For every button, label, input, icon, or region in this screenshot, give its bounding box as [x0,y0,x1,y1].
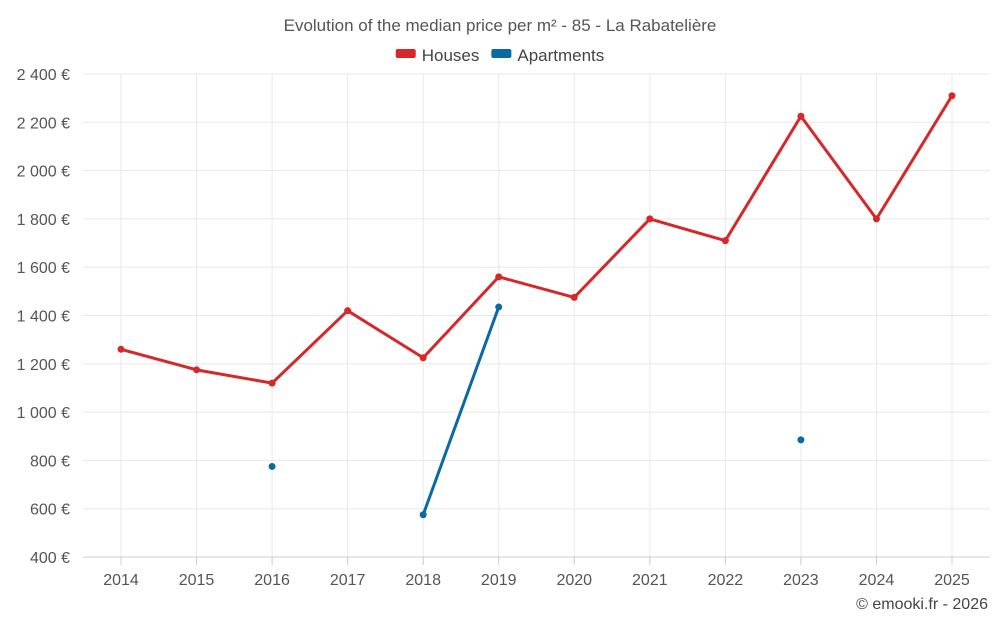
legend-label: Apartments [517,46,604,65]
x-tick-label: 2020 [556,572,592,589]
y-tick-label: 1 200 € [17,357,70,374]
y-tick-label: 600 € [30,502,70,519]
y-tick-label: 2 000 € [17,164,70,181]
legend-swatch [491,49,512,58]
x-tick-label: 2017 [330,572,366,589]
x-tick-label: 2021 [632,572,668,589]
legend: Houses Apartments [395,46,604,65]
houses-point [419,354,427,362]
apartments-line [421,305,501,517]
houses-point [721,237,729,245]
houses-line [119,94,954,385]
legend-swatch [395,49,416,58]
legend-item-houses: Houses [395,46,480,65]
y-tick-label: 1 600 € [17,260,70,277]
y-tick-label: 2 400 € [17,67,70,84]
legend-item-apartments: Apartments [491,46,604,65]
houses-point [948,92,956,100]
x-tick-label: 2014 [103,572,139,589]
houses-point [268,379,276,387]
legend-label: Houses [422,46,480,65]
houses-point [797,112,805,120]
houses-point [193,366,201,374]
houses-point [646,215,654,223]
x-tick-label: 2019 [481,572,517,589]
axes: 400 € 600 € 800 € 1 000 € 1 200 € 1 400 € 1 60… [17,67,990,589]
apartments-point [268,462,276,470]
apartments-point [419,511,427,519]
houses-point [344,307,352,315]
y-tick-label: 800 € [30,453,70,470]
houses-point [495,273,503,281]
grid [83,73,990,558]
y-tick-label: 1 400 € [17,309,70,326]
y-tick-label: 1 800 € [17,212,70,229]
x-tick-label: 2025 [934,572,970,589]
x-tick-label: 2022 [708,572,744,589]
chart-title: Evolution of the median price per m² - 8… [284,16,717,35]
x-tick-label: 2018 [405,572,441,589]
x-tick-label: 2016 [254,572,290,589]
y-tick-label: 1 000 € [17,405,70,422]
apartments-point [495,303,503,311]
credit-text: © emooki.fr - 2026 [856,596,988,613]
houses-point [570,293,578,301]
x-tick-label: 2024 [859,572,895,589]
x-tick-label: 2023 [783,572,819,589]
apartments-point [797,436,805,444]
y-tick-label: 400 € [30,550,70,567]
houses-point [872,215,880,223]
x-tick-label: 2015 [179,572,215,589]
series [117,92,956,519]
houses-point [117,345,125,353]
y-tick-label: 2 200 € [17,115,70,132]
